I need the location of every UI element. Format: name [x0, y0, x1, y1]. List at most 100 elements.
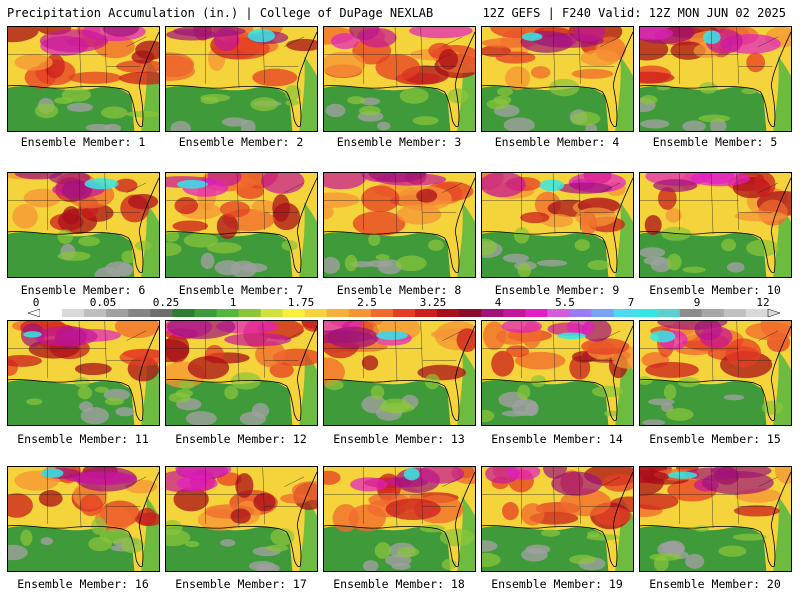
precip-map [640, 467, 791, 571]
colorbar-segment [150, 309, 173, 317]
colorbar-segment [326, 309, 350, 317]
ensemble-map-panel [481, 320, 634, 426]
ensemble-map-panel [639, 466, 792, 572]
colorbar-segment [745, 309, 769, 317]
precip-map [324, 173, 475, 277]
colorbar-left-arrow [28, 309, 41, 317]
colorbar-segment [62, 309, 85, 317]
colorbar-segment [194, 309, 217, 317]
ensemble-map-panel [7, 466, 160, 572]
ensemble-member-label: Ensemble Member: 1 [20, 135, 146, 149]
colorbar-tick-label: 12 [756, 296, 770, 309]
colorbar-segment [481, 309, 504, 317]
ensemble-member-label: Ensemble Member: 10 [649, 283, 781, 297]
ensemble-map-panel [165, 320, 318, 426]
colorbar-tick-label: 2.5 [357, 296, 377, 309]
ensemble-map-panel [481, 26, 634, 132]
ensemble-map-panel [165, 466, 318, 572]
colorbar-segment [569, 309, 593, 317]
ensemble-member-label: Ensemble Member: 16 [17, 577, 149, 591]
precip-map [166, 321, 317, 425]
ensemble-member-label: Ensemble Member: 17 [175, 577, 307, 591]
precip-map [640, 321, 791, 425]
colorbar-segment [635, 309, 659, 317]
precip-map [8, 467, 159, 571]
ensemble-member-label: Ensemble Member: 11 [17, 432, 149, 446]
colorbar-tick-label: 4 [494, 296, 502, 309]
ensemble-member-label: Ensemble Member: 4 [494, 135, 620, 149]
ensemble-map-panel [7, 172, 160, 278]
colorbar-tick-label: 3.25 [419, 296, 447, 309]
ensemble-member-label: Ensemble Member: 12 [175, 432, 307, 446]
ensemble-map-panel [481, 172, 634, 278]
precip-map [8, 27, 159, 131]
precip-map [482, 467, 633, 571]
precip-map [8, 321, 159, 425]
ensemble-map-panel [323, 172, 476, 278]
ensemble-map-panel [7, 26, 160, 132]
colorbar-tick-label: 7 [627, 296, 635, 309]
ensemble-member-label: Ensemble Member: 5 [652, 135, 778, 149]
colorbar-segment [437, 309, 460, 317]
colorbar-segment [525, 309, 548, 317]
ensemble-member-label: Ensemble Member: 13 [333, 432, 465, 446]
ensemble-member-label: Ensemble Member: 18 [333, 577, 465, 591]
precip-colorbar [28, 309, 780, 317]
colorbar-segment [657, 309, 681, 317]
colorbar-segment [503, 309, 526, 317]
ensemble-member-label: Ensemble Member: 2 [178, 135, 304, 149]
ensemble-member-label: Ensemble Member: 9 [494, 283, 620, 297]
precip-map [324, 27, 475, 131]
colorbar-segment [260, 309, 284, 317]
colorbar-segment [723, 309, 747, 317]
ensemble-map-panel [481, 466, 634, 572]
colorbar-segment [172, 309, 195, 317]
precip-map [166, 27, 317, 131]
ensemble-member-label: Ensemble Member: 3 [336, 135, 462, 149]
precip-map [324, 467, 475, 571]
colorbar-segment [216, 309, 240, 317]
ensemble-map-panel [639, 320, 792, 426]
precip-map [166, 467, 317, 571]
colorbar-segment [459, 309, 482, 317]
colorbar-tick-label: 9 [693, 296, 701, 309]
colorbar-tick-label: 5.5 [555, 296, 575, 309]
colorbar-right-arrow [767, 309, 780, 317]
model-valid-time: 12Z GEFS | F240 Valid: 12Z MON JUN 02 20… [482, 6, 786, 20]
colorbar-segment [238, 309, 262, 317]
precip-map [482, 321, 633, 425]
ensemble-map-panel [7, 320, 160, 426]
ensemble-member-label: Ensemble Member: 14 [491, 432, 623, 446]
precip-map [482, 27, 633, 131]
colorbar-segment [392, 309, 416, 317]
colorbar-segment [613, 309, 637, 317]
colorbar-segment [591, 309, 615, 317]
colorbar-tick-label: 1 [229, 296, 237, 309]
ensemble-map-panel [323, 320, 476, 426]
ensemble-map-panel [323, 466, 476, 572]
precip-map [8, 173, 159, 277]
colorbar-segment [40, 309, 63, 317]
colorbar-segment [701, 309, 725, 317]
ensemble-member-label: Ensemble Member: 20 [649, 577, 781, 591]
colorbar-segment [679, 309, 703, 317]
colorbar-segment [84, 309, 107, 317]
ensemble-map-panel [165, 172, 318, 278]
colorbar-segment [370, 309, 394, 317]
precip-map [482, 173, 633, 277]
colorbar-tick-label: 0.05 [89, 296, 117, 309]
precip-map [640, 173, 791, 277]
colorbar-segment [415, 309, 438, 317]
precip-map [640, 27, 791, 131]
ensemble-member-label: Ensemble Member: 6 [20, 283, 146, 297]
map-title: Precipitation Accumulation (in.) | Colle… [7, 6, 434, 20]
ensemble-map-panel [639, 26, 792, 132]
ensemble-map-panel [165, 26, 318, 132]
colorbar-tick-label: 1.75 [287, 296, 315, 309]
colorbar-segment [128, 309, 151, 317]
ensemble-member-label: Ensemble Member: 7 [178, 283, 304, 297]
colorbar-segment [304, 309, 328, 317]
colorbar-tick-label: 0 [32, 296, 40, 309]
colorbar-segment [547, 309, 570, 317]
precip-map [324, 321, 475, 425]
